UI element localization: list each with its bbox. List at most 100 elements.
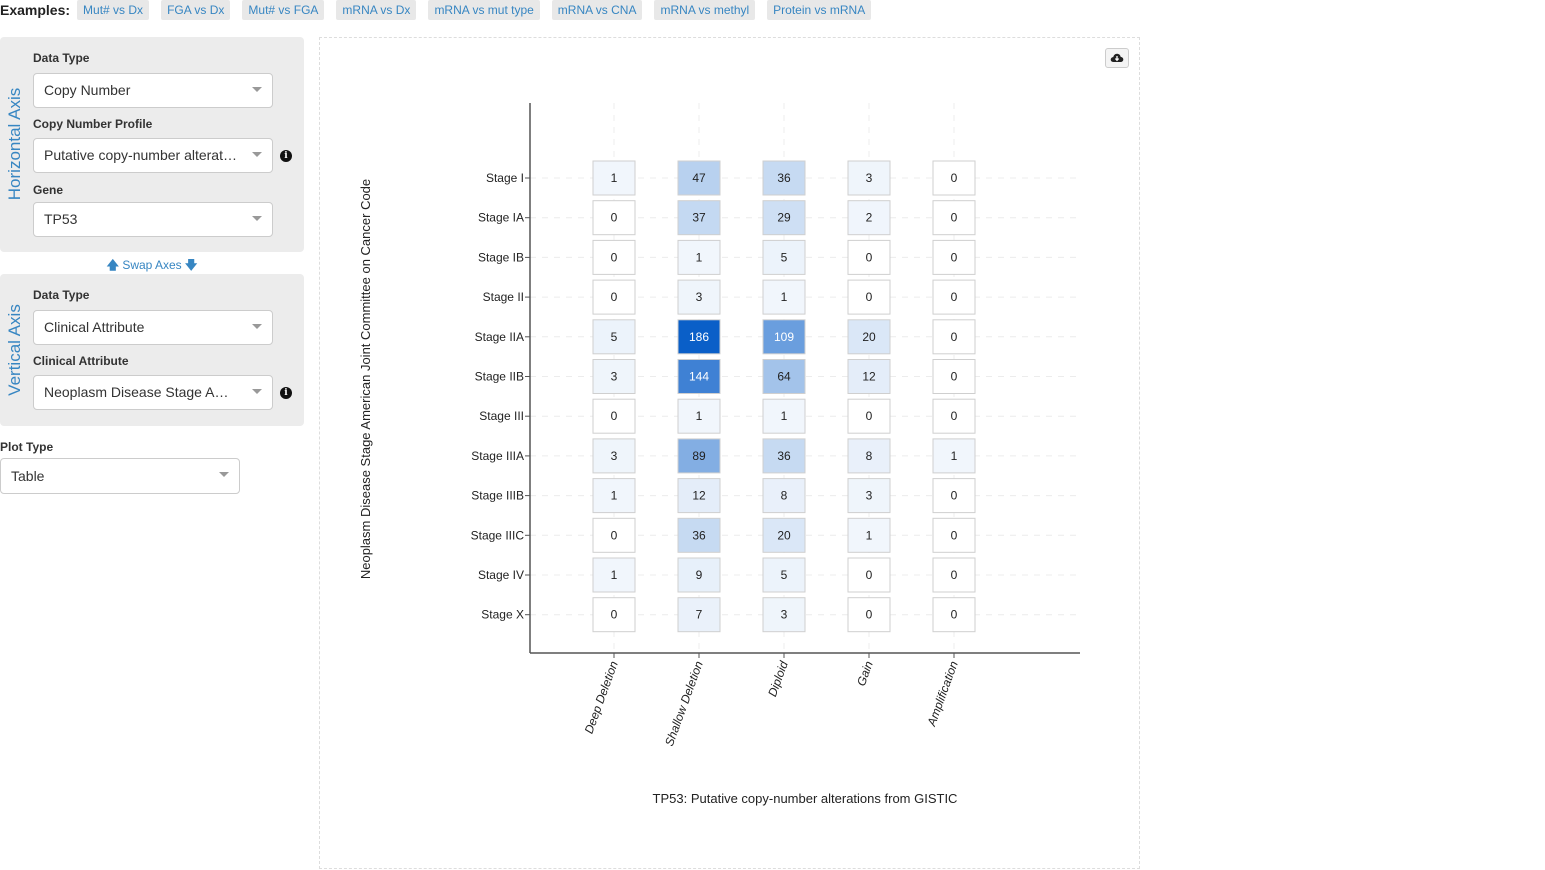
y-tick-label: Stage IIA (475, 330, 524, 344)
heatmap-cell (762, 478, 806, 514)
cloud-download-icon (1110, 53, 1124, 62)
v-attribute-select[interactable]: Neoplasm Disease Stage American Joint Co… (33, 375, 273, 410)
cell-value-label: 109 (774, 330, 794, 344)
cell-value-label: 0 (611, 250, 618, 264)
heatmap-cell (847, 160, 891, 196)
heatmap-cell (762, 279, 806, 315)
heatmap-cell (762, 557, 806, 593)
plot-container (319, 37, 1140, 869)
cell-value-label: 7 (696, 608, 703, 622)
y-tick-label: Stage IA (478, 211, 524, 225)
cell-value-label: 8 (866, 449, 873, 463)
heatmap-cell (762, 359, 806, 394)
chevron-down-icon (252, 87, 262, 92)
v-data-type-select[interactable]: Clinical Attribute (33, 310, 273, 345)
example-mrna-vs-methyl[interactable]: mRNA vs methyl (654, 0, 756, 20)
heatmap-cell (762, 200, 806, 236)
cell-value-label: 3 (611, 370, 618, 384)
heatmap-cell (932, 200, 976, 236)
heatmap-cell (932, 160, 976, 196)
cell-value-label: 20 (777, 528, 791, 542)
cell-value-label: 0 (951, 489, 958, 503)
cell-value-label: 0 (866, 290, 873, 304)
example-mrna-vs-cna[interactable]: mRNA vs CNA (551, 0, 643, 20)
cell-value-label: 0 (951, 370, 958, 384)
heatmap-cell (677, 200, 721, 236)
heatmap-cell (932, 517, 976, 553)
cell-value-label: 3 (611, 449, 618, 463)
cell-value-label: 144 (689, 370, 709, 384)
cell-value-label: 0 (951, 528, 958, 542)
cell-value-label: 20 (862, 330, 876, 344)
cell-value-label: 64 (777, 370, 791, 384)
example-protein-vs-mrna[interactable]: Protein vs mRNA (767, 0, 872, 20)
cell-value-label: 0 (951, 568, 958, 582)
heatmap-cell (592, 597, 636, 633)
heatmap-cell (677, 597, 721, 633)
heatmap-cell (677, 557, 721, 593)
h-gene-select[interactable]: TP53 (33, 202, 273, 237)
horizontal-axis-panel: Horizontal Axis Data Type Copy Number Co… (0, 37, 304, 252)
plot-type-select[interactable]: Table (0, 458, 240, 494)
example-mut-vs-fga[interactable]: Mut# vs FGA (242, 0, 325, 20)
x-tick-label: Deep Deletion (582, 659, 621, 736)
heatmap-cell (592, 557, 636, 593)
heatmap-cell (592, 200, 636, 236)
y-tick-label: Stage IB (478, 250, 524, 264)
cell-value-label: 36 (777, 449, 791, 463)
heatmap-cell (762, 438, 806, 474)
info-icon[interactable]: i (280, 387, 292, 399)
x-axis-title: TP53: Putative copy-number alterations f… (653, 791, 958, 806)
x-tick-label: Diploid (765, 659, 791, 699)
cell-value-label: 0 (611, 409, 618, 423)
heatmap-cell (592, 398, 636, 434)
swap-axes-label: Swap Axes (122, 258, 182, 272)
cell-value-label: 0 (951, 211, 958, 225)
chevron-down-icon (252, 152, 262, 157)
cell-value-label: 12 (692, 489, 706, 503)
heatmap-cell (847, 557, 891, 593)
x-tick-label: Gain (854, 659, 876, 688)
example-fga-vs-dx[interactable]: FGA vs Dx (161, 0, 231, 20)
y-tick-label: Stage IIIC (471, 528, 525, 542)
heatmap-cell (932, 279, 976, 315)
h-profile-select[interactable]: Putative copy-number alterations from GI… (33, 138, 273, 173)
y-axis-title: Neoplasm Disease Stage American Joint Co… (358, 179, 373, 579)
cell-value-label: 36 (692, 528, 706, 542)
heatmap-cell (847, 478, 891, 514)
example-mrna-vs-dx[interactable]: mRNA vs Dx (336, 0, 417, 20)
cell-value-label: 47 (692, 171, 706, 185)
heatmap-cell (932, 239, 976, 275)
cell-value-label: 12 (862, 370, 876, 384)
y-tick-label: Stage I (486, 171, 524, 185)
y-tick-label: Stage IIB (475, 370, 524, 384)
chevron-down-icon (252, 324, 262, 329)
cell-value-label: 5 (781, 250, 788, 264)
heatmap-cell (677, 279, 721, 315)
v-attribute-label: Clinical Attribute (33, 354, 129, 368)
cell-value-label: 0 (951, 330, 958, 344)
heatmap-cell (592, 478, 636, 514)
h-data-type-select[interactable]: Copy Number (33, 73, 273, 108)
cell-value-label: 1 (696, 409, 703, 423)
download-button[interactable] (1105, 48, 1129, 68)
cell-value-label: 1 (611, 568, 618, 582)
cell-value-label: 8 (781, 489, 788, 503)
cell-value-label: 3 (866, 489, 873, 503)
chevron-down-icon (252, 389, 262, 394)
h-gene-label: Gene (33, 183, 64, 197)
heatmap-cell (847, 279, 891, 315)
info-icon[interactable]: i (280, 150, 292, 162)
heatmap-cell (592, 517, 636, 553)
example-mut-vs-dx[interactable]: Mut# vs Dx (77, 0, 150, 20)
cell-value-label: 0 (951, 250, 958, 264)
cell-value-label: 186 (689, 330, 709, 344)
heatmap-cell (847, 359, 891, 394)
swap-axes-button[interactable]: 🡅 Swap Axes 🡇 (0, 256, 304, 277)
cell-value-label: 1 (696, 250, 703, 264)
cell-value-label: 0 (951, 409, 958, 423)
heatmap-cell (677, 478, 721, 514)
example-mrna-vs-mut-type[interactable]: mRNA vs mut type (428, 0, 540, 20)
cell-value-label: 0 (951, 290, 958, 304)
cell-value-label: 1 (611, 489, 618, 503)
